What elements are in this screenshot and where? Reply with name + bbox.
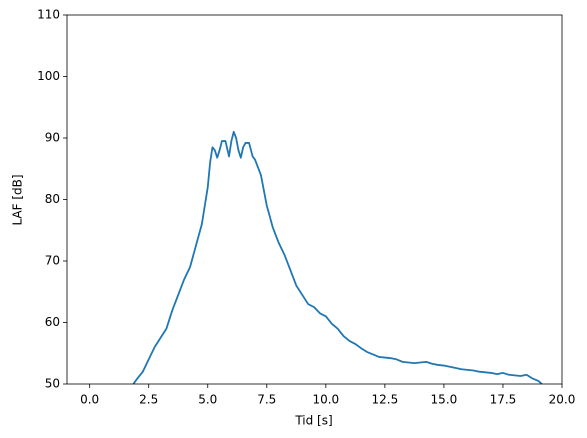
y-tick-label: 80 — [45, 192, 60, 206]
plot-frame — [66, 14, 563, 385]
x-tick-label: 15.0 — [431, 393, 458, 407]
x-tick-label: 17.5 — [490, 393, 517, 407]
x-tick-label: 7.5 — [257, 393, 276, 407]
y-tick-label: 110 — [37, 8, 60, 22]
x-tick-label: 20.0 — [549, 393, 576, 407]
x-tick-label: 12.5 — [372, 393, 399, 407]
x-tick-label: 5.0 — [198, 393, 217, 407]
data-line — [132, 130, 543, 384]
y-tick-label: 90 — [45, 131, 60, 145]
x-axis-label: Tid [s] — [294, 414, 332, 428]
y-tick-label: 50 — [45, 377, 60, 391]
y-tick-label: 70 — [45, 254, 60, 268]
y-tick-label: 60 — [45, 315, 60, 329]
y-axis-label: LAF [dB] — [11, 174, 25, 225]
y-tick-label: 100 — [37, 69, 60, 83]
x-tick-label: 2.5 — [139, 393, 158, 407]
x-tick-label: 10.0 — [312, 393, 339, 407]
x-tick-label: 0.0 — [80, 393, 99, 407]
